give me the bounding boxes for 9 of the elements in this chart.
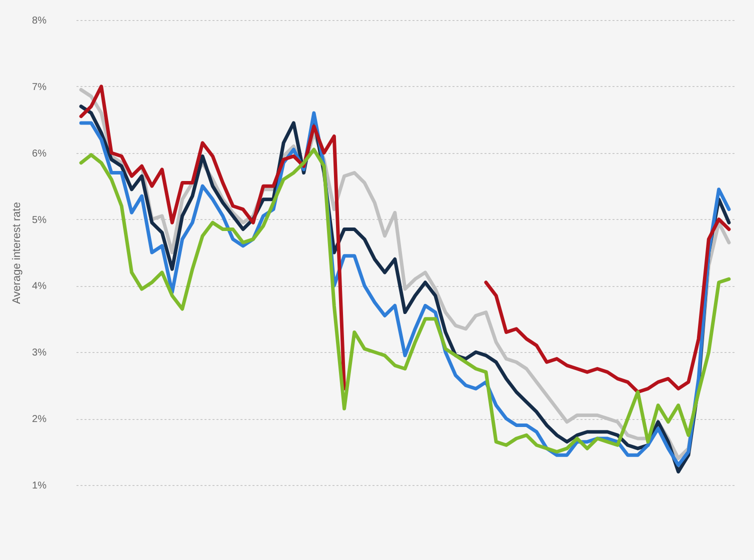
y-tick-label: 1% [32,480,47,492]
y-tick-label: 2% [32,414,47,426]
y-tick-label: 6% [32,148,47,160]
y-tick-label: 4% [32,281,47,292]
y-tick-label: 7% [32,82,47,93]
y-tick-label: 3% [32,348,47,359]
y-tick-label: 5% [32,214,47,226]
y-tick-label: 8% [32,16,47,26]
y-axis-title: Average interest rate [11,202,24,304]
